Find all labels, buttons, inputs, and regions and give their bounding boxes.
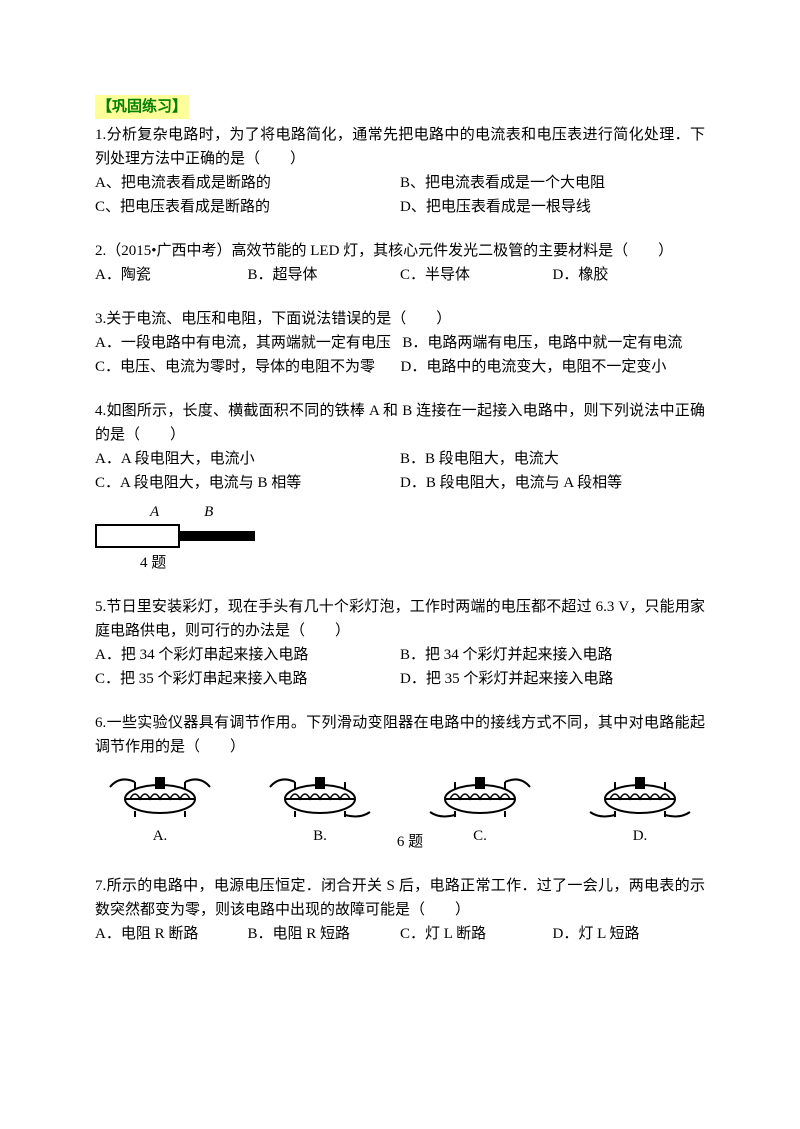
question-7: 7.所示的电路中，电源电压恒定．闭合开关 S 后，电路正常工作．过了一会儿，两电… [95, 874, 705, 946]
q6-option-c: C. [473, 824, 487, 848]
q5-option-b: B．把 34 个彩灯并起来接入电路 [400, 643, 705, 667]
question-3: 3.关于电流、电压和电阻，下面说法错误的是（ ） A．一段电路中有电流，其两端就… [95, 307, 705, 379]
q4-label-b: B [204, 500, 213, 524]
q2-option-a: A．陶瓷 [95, 263, 248, 287]
q2-option-d: D．橡胶 [553, 263, 706, 287]
q7-option-c: C．灯 L 断路 [400, 922, 553, 946]
q7-stem: 7.所示的电路中，电源电压恒定．闭合开关 S 后，电路正常工作．过了一会儿，两电… [95, 874, 705, 922]
q1-option-c: C、把电压表看成是断路的 [95, 195, 400, 219]
q4-option-c: C．A 段电阻大，电流与 B 相等 [95, 471, 400, 495]
question-4: 4.如图所示，长度、横截面积不同的铁棒 A 和 B 连接在一起接入电路中，则下列… [95, 399, 705, 575]
q1-option-a: A、把电流表看成是断路的 [95, 171, 400, 195]
q2-option-b: B．超导体 [248, 263, 401, 287]
q4-caption: 4 题 [140, 551, 275, 575]
question-2: 2.（2015•广西中考）高效节能的 LED 灯，其核心元件发光二极管的主要材料… [95, 239, 705, 287]
q4-figure: A B 4 题 [95, 500, 705, 575]
rheostat-c-icon [425, 767, 535, 822]
question-6: 6.一些实验仪器具有调节作用。下列滑动变阻器在电路中的接线方式不同，其中对电路能… [95, 711, 705, 854]
q4-stem: 4.如图所示，长度、横截面积不同的铁棒 A 和 B 连接在一起接入电路中，则下列… [95, 399, 705, 447]
q3-option-c: C．电压、电流为零时，导体的电阻不为零 [95, 359, 375, 375]
q3-option-b: B．电路两端有电压，电路中就一定有电流 [402, 335, 682, 351]
rheostat-b-icon [265, 767, 375, 822]
rheostat-c: C. [425, 767, 535, 848]
rod-a-shape [95, 524, 180, 548]
q3-option-a: A．一段电路中有电流，其两端就一定有电压 [95, 335, 391, 351]
rheostat-a: A. [105, 767, 215, 848]
q6-option-d: D. [633, 824, 648, 848]
q2-stem: 2.（2015•广西中考）高效节能的 LED 灯，其核心元件发光二极管的主要材料… [95, 239, 705, 263]
q5-option-c: C．把 35 个彩灯串起来接入电路 [95, 667, 400, 691]
q1-stem: 1.分析复杂电路时，为了将电路简化，通常先把电路中的电流表和电压表进行简化处理．… [95, 123, 705, 171]
rheostat-b: B. [265, 767, 375, 848]
q5-option-a: A．把 34 个彩灯串起来接入电路 [95, 643, 400, 667]
q1-option-d: D、把电压表看成是一根导线 [400, 195, 705, 219]
section-header: 【巩固练习】 [95, 95, 189, 119]
q7-option-d: D．灯 L 短路 [553, 922, 706, 946]
q2-option-c: C．半导体 [400, 263, 553, 287]
rheostat-d: D. [585, 767, 695, 848]
q6-option-a: A. [153, 824, 168, 848]
question-5: 5.节日里安装彩灯，现在手头有几十个彩灯泡，工作时两端的电压都不超过 6.3 V… [95, 595, 705, 691]
rheostat-a-icon [105, 767, 215, 822]
q4-option-b: B．B 段电阻大，电流大 [400, 447, 705, 471]
q6-option-b: B. [313, 824, 327, 848]
q4-option-a: A．A 段电阻大，电流小 [95, 447, 400, 471]
rod-diagram: A B 4 题 [95, 500, 275, 575]
q3-option-d: D．电路中的电流变大，电阻不一定变小 [401, 359, 667, 375]
q1-option-b: B、把电流表看成是一个大电阻 [400, 171, 705, 195]
q4-option-d: D．B 段电阻大，电流与 A 段相等 [400, 471, 705, 495]
q4-label-a: A [150, 500, 159, 524]
q7-option-a: A．电阻 R 断路 [95, 922, 248, 946]
q5-option-d: D．把 35 个彩灯并起来接入电路 [400, 667, 705, 691]
rheostat-d-icon [585, 767, 695, 822]
q6-stem: 6.一些实验仪器具有调节作用。下列滑动变阻器在电路中的接线方式不同，其中对电路能… [95, 711, 705, 759]
q5-stem: 5.节日里安装彩灯，现在手头有几十个彩灯泡，工作时两端的电压都不超过 6.3 V… [95, 595, 705, 643]
q7-option-b: B．电阻 R 短路 [248, 922, 401, 946]
q3-stem: 3.关于电流、电压和电阻，下面说法错误的是（ ） [95, 307, 705, 331]
question-1: 1.分析复杂电路时，为了将电路简化，通常先把电路中的电流表和电压表进行简化处理．… [95, 123, 705, 219]
rod-b-shape [180, 531, 255, 541]
